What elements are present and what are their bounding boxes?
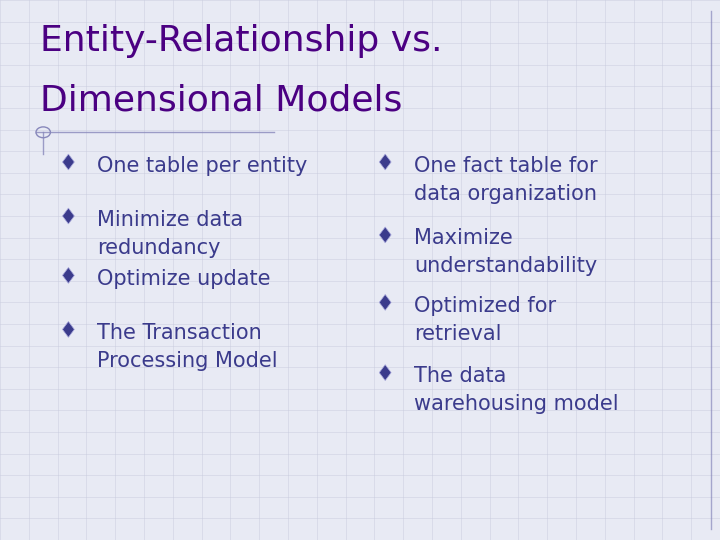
Text: Minimize data
redundancy: Minimize data redundancy: [97, 210, 243, 258]
Text: The Transaction
Processing Model: The Transaction Processing Model: [97, 323, 278, 371]
Polygon shape: [379, 227, 391, 243]
Text: Dimensional Models: Dimensional Models: [40, 84, 402, 118]
Text: One table per entity: One table per entity: [97, 156, 307, 176]
Polygon shape: [63, 208, 74, 224]
Text: Maximize
understandability: Maximize understandability: [414, 228, 598, 276]
Polygon shape: [379, 294, 391, 310]
Text: Optimize update: Optimize update: [97, 269, 271, 289]
Text: Optimized for
retrieval: Optimized for retrieval: [414, 296, 556, 344]
Polygon shape: [63, 154, 74, 170]
Polygon shape: [63, 321, 74, 338]
Text: One fact table for
data organization: One fact table for data organization: [414, 156, 598, 204]
Polygon shape: [63, 267, 74, 284]
Text: The data
warehousing model: The data warehousing model: [414, 366, 618, 414]
Text: Entity-Relationship vs.: Entity-Relationship vs.: [40, 24, 442, 58]
Polygon shape: [379, 154, 391, 170]
Polygon shape: [379, 364, 391, 381]
